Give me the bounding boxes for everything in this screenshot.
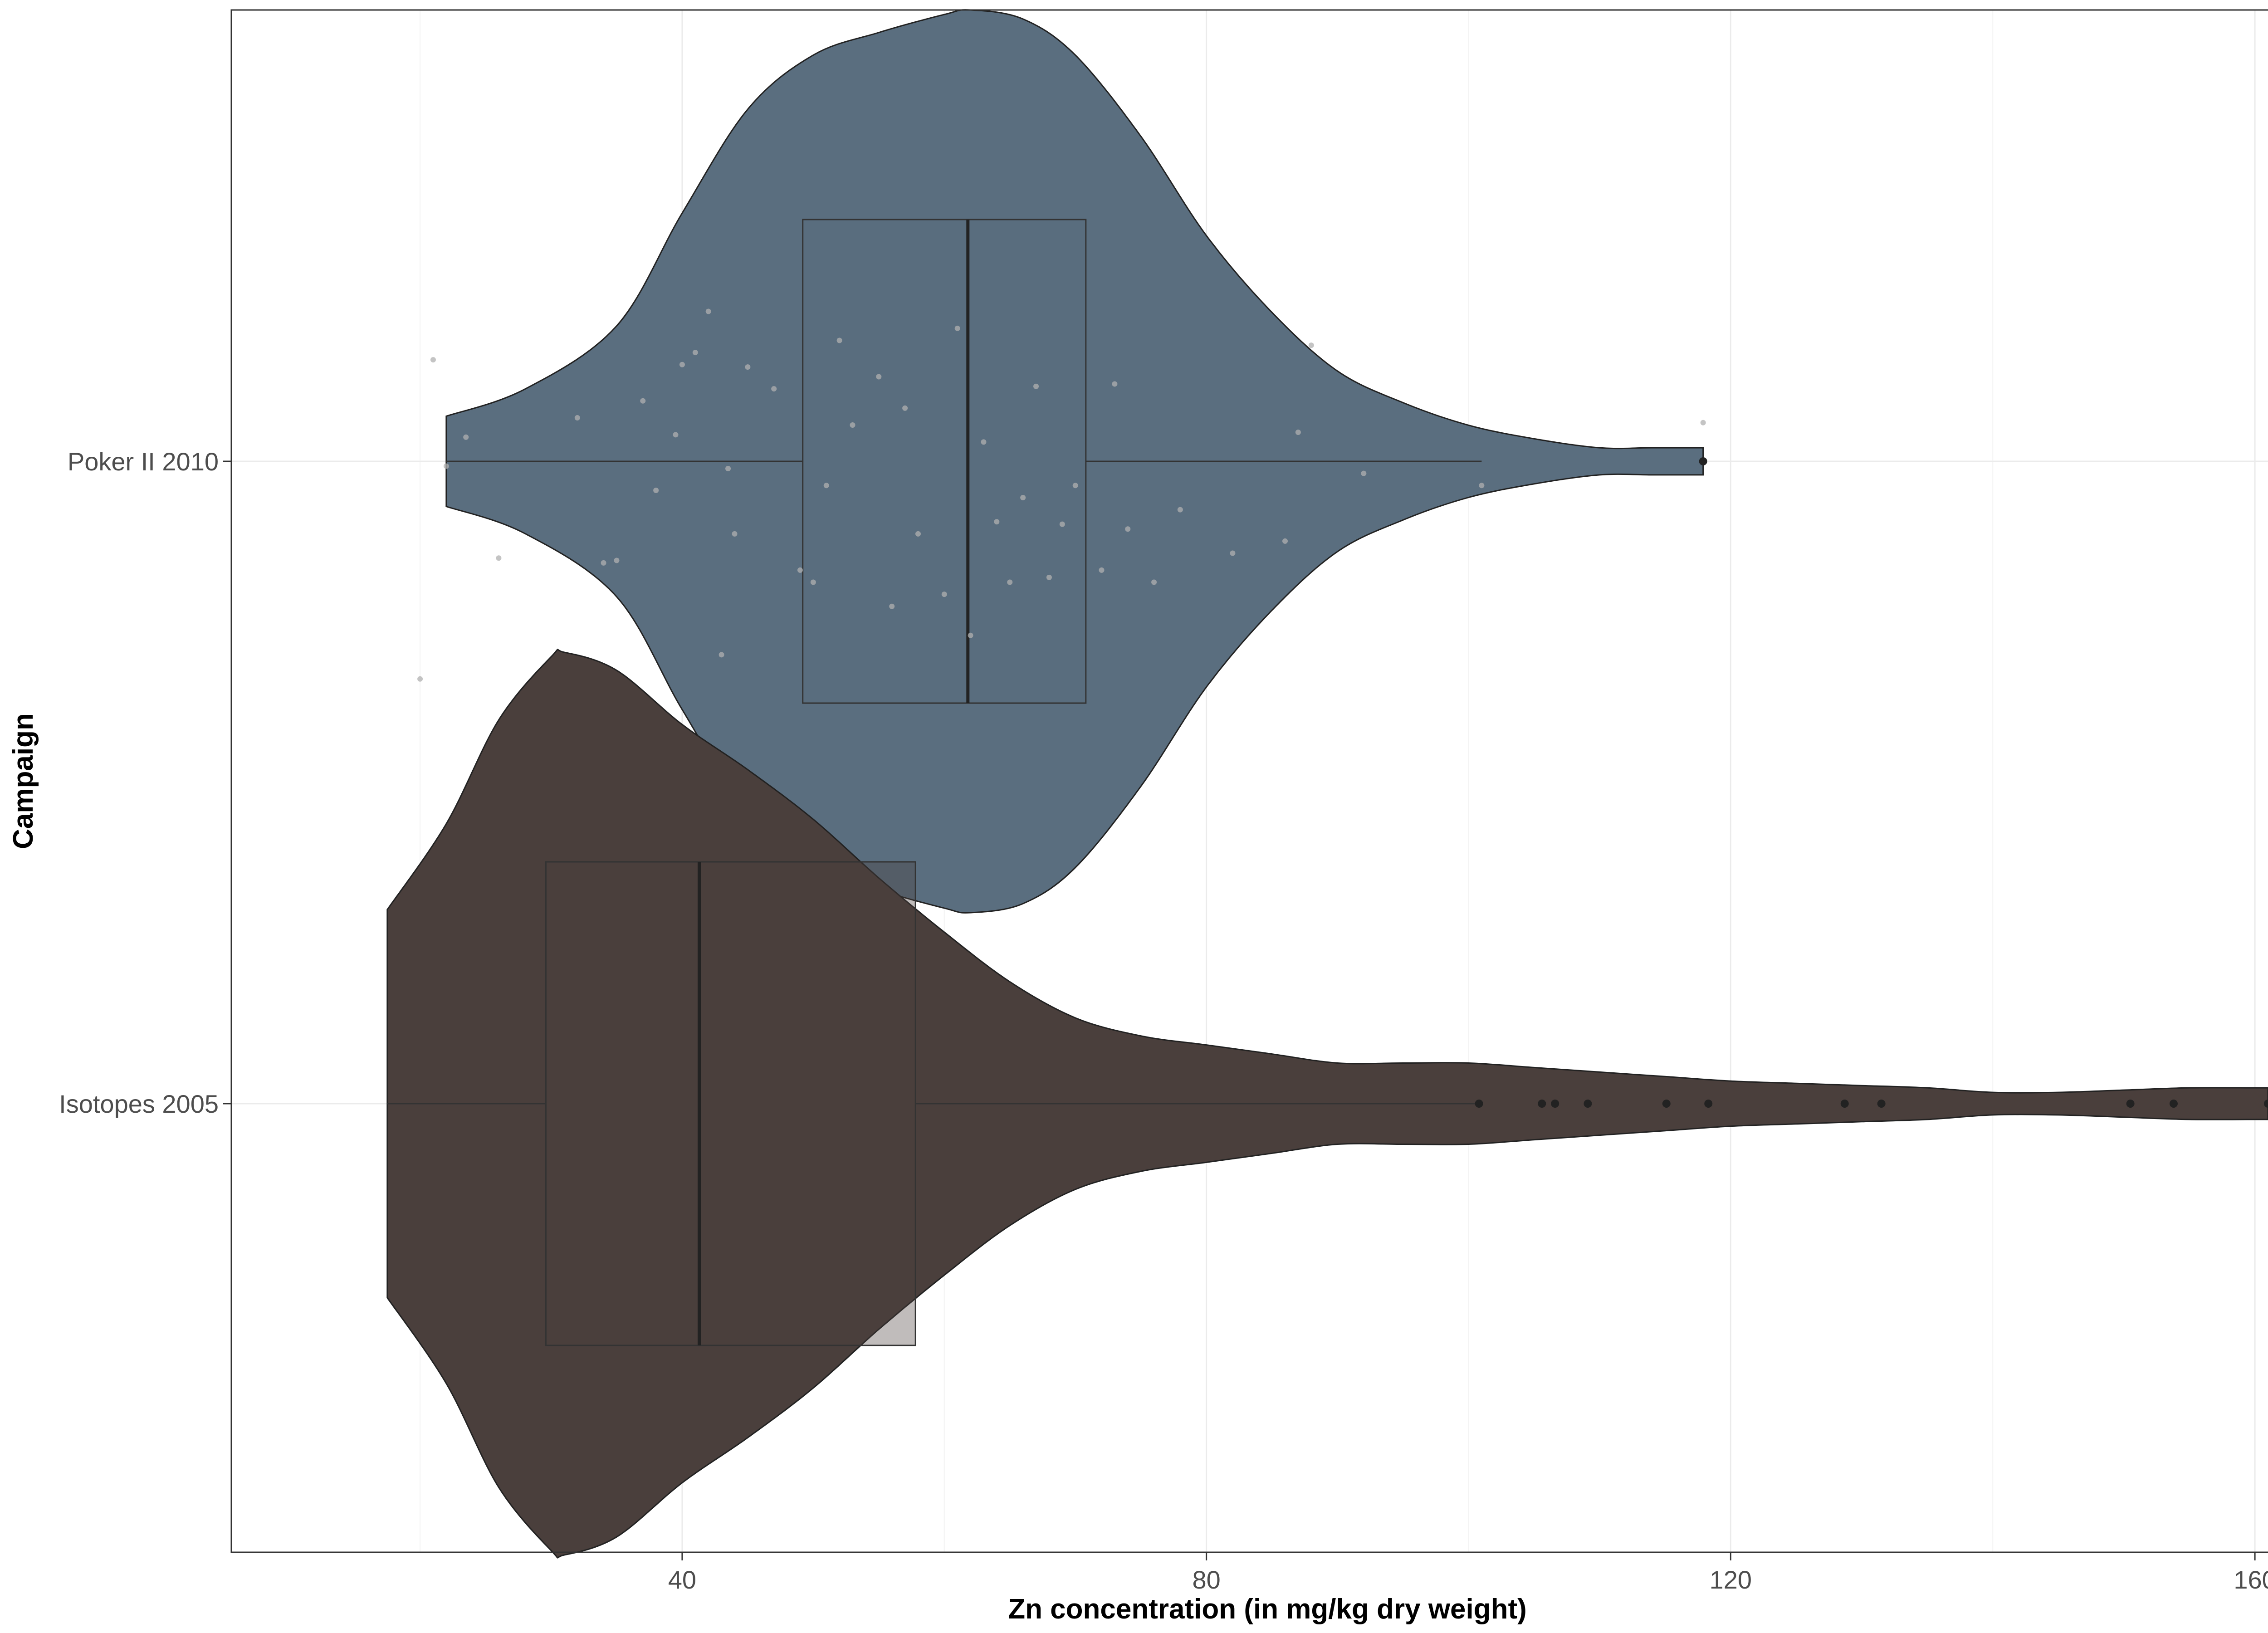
jitter-point [443,463,449,469]
outlier-points-layer [1475,457,2268,1108]
box-iqr [545,861,916,1346]
jitter-point [640,398,646,404]
jitter-point [850,422,855,428]
jitter-point [876,374,882,380]
jitter-point [705,308,711,314]
x-tick-label: 120 [1710,1565,1752,1594]
jitter-point [417,676,423,682]
jitter-point [1020,494,1026,500]
jitter-point [1046,574,1052,580]
outlier-point [1877,1100,1886,1108]
x-tick-label: 80 [1192,1565,1220,1594]
outlier-point [1704,1100,1713,1108]
outlier-point [2126,1100,2135,1108]
outlier-point [1538,1100,1546,1108]
jitter-point [463,434,469,440]
jitter-point [1125,526,1131,532]
jitter-point [1177,507,1183,513]
box-iqr [802,219,1087,704]
jitter-point [1099,567,1105,573]
y-axis-title: Campaign [8,713,39,849]
jitter-point [653,487,659,493]
jitter-point [889,603,895,609]
panel-border [230,9,2268,1553]
jitter-point [1308,342,1314,348]
jitter-point [679,362,685,367]
outlier-point [1551,1100,1559,1108]
jitter-point [968,632,973,638]
jitter-point [1479,483,1485,489]
jitter-point [614,557,620,563]
jitter-point [915,531,921,537]
y-tick-label: Poker II 2010 [68,447,219,476]
jitter-point [771,386,777,392]
jitter-point [732,531,738,537]
jitter-point [994,519,1000,525]
jitter-point [902,405,908,411]
jitter-point [954,325,960,331]
jitter-point [601,560,606,566]
jitter-point [836,337,842,343]
jitter-point [1700,420,1706,425]
jitter-point [430,357,436,363]
jitter-point [745,364,751,370]
jitter-point [719,652,724,658]
jitter-point [1072,483,1078,489]
outlier-point [1475,1100,1483,1108]
jitter-point [496,555,502,561]
axes: 40 80 120 160 Isotopes 2005 Poker II 2010 [59,447,2268,1594]
outlier-point [2263,1100,2268,1108]
jitter-point [1230,550,1236,556]
x-axis-title: Zn concentration (in mg/kg dry weight) [1008,1594,1527,1625]
y-tick-label: Isotopes 2005 [59,1090,219,1118]
outlier-point [1662,1100,1671,1108]
jitter-point [1059,521,1065,527]
jitter-point [1007,579,1013,585]
jitter-point [1361,470,1367,476]
jitter-point [1295,430,1301,435]
outlier-point [1699,457,1707,465]
jitter-point [810,579,816,585]
boxplot-layer [387,219,1482,1346]
jitter-point [725,465,731,471]
outlier-point [1840,1100,1849,1108]
jitter-point [1033,383,1039,389]
jitter-point [692,350,698,356]
jitter-point [981,439,987,445]
jitter-point [1282,538,1288,544]
jitter-points-layer [417,308,1706,682]
x-tick-label: 40 [668,1565,696,1594]
jitter-point [574,415,580,421]
outlier-point [2169,1100,2178,1108]
jitter-point [823,483,829,489]
jitter-point [673,432,679,438]
jitter-point [941,592,947,597]
jitter-point [1151,579,1157,585]
outlier-point [1584,1100,1592,1108]
jitter-point [797,567,803,573]
jitter-point [1112,381,1118,387]
x-tick-label: 160 [2234,1565,2268,1594]
